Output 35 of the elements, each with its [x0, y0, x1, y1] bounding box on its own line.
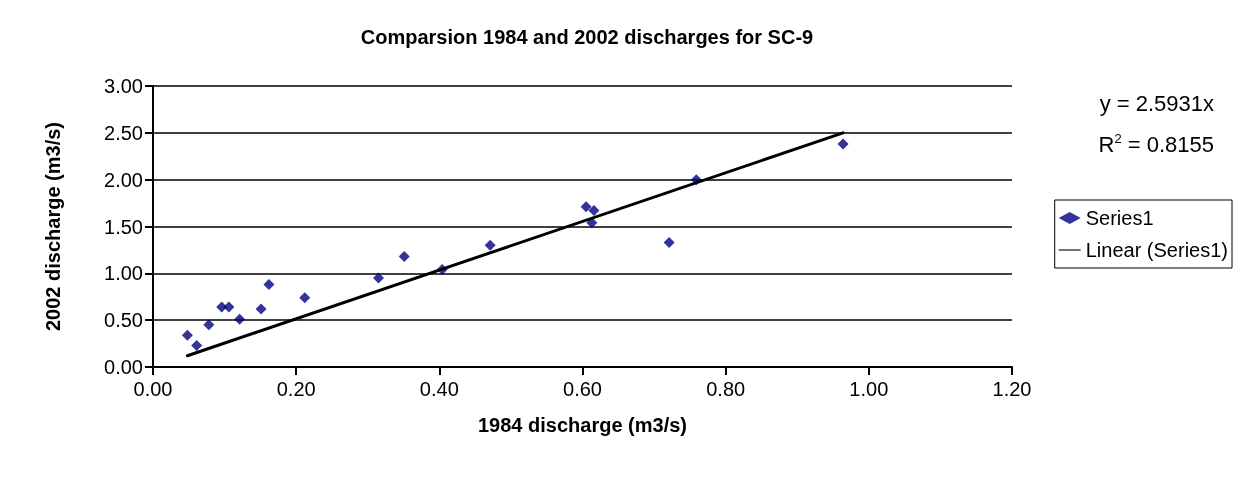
x-tick-label: 0.40 — [419, 378, 459, 400]
y-tick-label: 0.50 — [104, 309, 143, 332]
point — [372, 272, 384, 284]
y-tick-label: 3.00 — [104, 75, 143, 97]
x-axis-title: 1984 discharge (m3/s) — [478, 414, 687, 436]
point — [484, 239, 496, 251]
x-tick-label: 1.20 — [992, 378, 1032, 400]
y-tick-label: 0.00 — [104, 356, 143, 378]
y-tick-label: 2.00 — [104, 168, 143, 191]
point — [663, 236, 675, 248]
point — [223, 301, 235, 313]
legend-label: Series1 — [1085, 207, 1154, 229]
point — [191, 339, 203, 351]
point — [837, 138, 849, 150]
y-tick-label: 2.50 — [104, 121, 143, 144]
y-axis-title: 2002 discharge (m3/s) — [42, 122, 64, 331]
point — [580, 201, 592, 213]
point — [263, 279, 275, 291]
x-tick-label: 0.80 — [706, 378, 746, 400]
point — [203, 319, 215, 331]
point — [234, 313, 246, 325]
point — [299, 292, 311, 304]
point — [588, 205, 600, 217]
x-tick-label: 0.20 — [276, 378, 316, 400]
x-tick-label: 0.00 — [133, 378, 173, 400]
x-tick-label: 0.60 — [563, 378, 602, 400]
y-tick-label: 1.00 — [104, 262, 143, 285]
x-tick-label: 1.00 — [849, 378, 889, 400]
text: y = 2.5931x — [1099, 90, 1215, 116]
point — [255, 303, 267, 315]
legend-label: Linear (Series1) — [1085, 239, 1229, 261]
point — [181, 329, 193, 341]
chart-title: Comparsion 1984 and 2002 discharges for SC-9 — [360, 26, 814, 48]
point — [398, 250, 410, 262]
y-tick-label: 1.50 — [104, 215, 143, 238]
